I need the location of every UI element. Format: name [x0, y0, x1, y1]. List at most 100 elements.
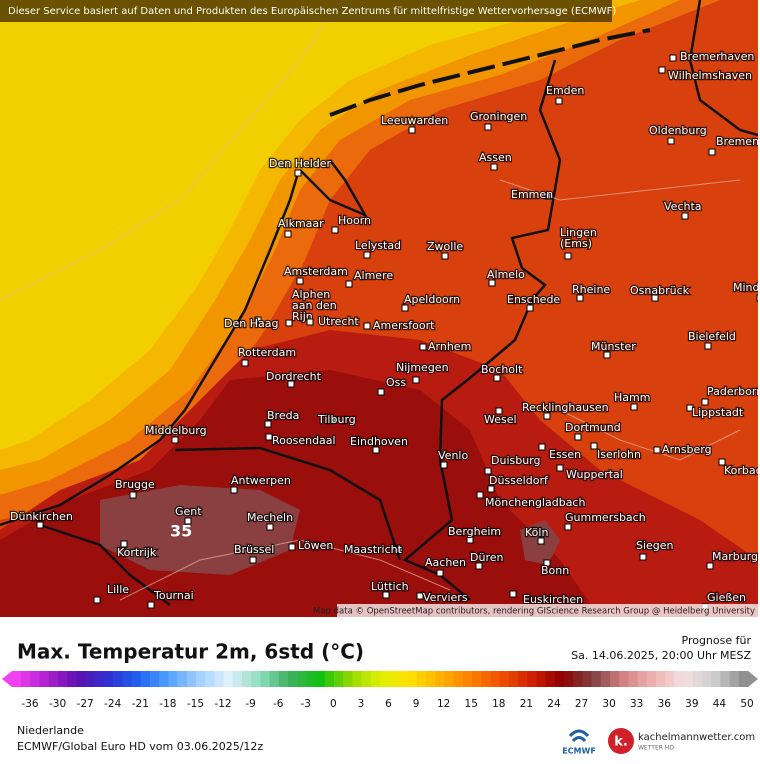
colorbar-cell	[692, 671, 703, 687]
colorbar-tick-label: -36	[21, 698, 38, 710]
city-label: Kortrijk	[117, 546, 157, 559]
colorbar-cell	[472, 671, 482, 687]
city-label: Dordrecht	[266, 370, 322, 383]
colorbar-tick-label: 15	[465, 698, 478, 710]
city-label: Amersfoort	[373, 319, 435, 332]
colorbar-tick-label: -30	[49, 698, 66, 710]
city-marker	[704, 342, 712, 350]
colorbar-tick-label: 33	[630, 698, 643, 710]
colorbar-cell	[104, 671, 114, 687]
colorbar-tick-label: 21	[520, 698, 533, 710]
city-label: Bielefeld	[688, 330, 736, 343]
colorbar-cell	[453, 671, 464, 687]
colorbar-tick-label: 27	[575, 698, 588, 710]
colorbar-cell	[536, 671, 547, 687]
city-marker	[249, 556, 257, 564]
city-marker	[241, 359, 249, 367]
city-marker	[556, 464, 564, 472]
city-label: Löwen	[298, 539, 333, 552]
colorbar-tick-label: 24	[547, 698, 561, 710]
city-marker	[284, 230, 292, 238]
colorbar-cell	[140, 671, 151, 687]
city-label: Rheine	[572, 283, 610, 296]
colorbar-tick-label: -3	[301, 698, 311, 710]
brand-sub: WETTER HD	[638, 745, 674, 752]
colorbar-tick-label: -18	[159, 698, 176, 710]
city-marker	[363, 322, 371, 330]
colorbar-cell	[628, 671, 639, 687]
city-label: Nijmegen	[396, 361, 449, 374]
colorbar-cell	[518, 671, 528, 687]
brand-logo[interactable]: k. kachelmannwetter.com WETTER HD	[608, 728, 755, 754]
city-label: Dünkirchen	[10, 510, 73, 523]
city-label: Gent	[175, 505, 202, 518]
city-marker	[686, 404, 694, 412]
city-label: Euskirchen	[523, 593, 583, 606]
city-label: Bergheim	[448, 525, 501, 538]
city-marker	[266, 523, 274, 531]
city-marker	[538, 443, 546, 451]
colorbar-cell	[159, 671, 169, 687]
colorbar-cell	[343, 671, 353, 687]
colorbar-cell	[150, 671, 160, 687]
city-marker	[171, 436, 179, 444]
colorbar-cell	[315, 671, 326, 687]
colorbar-cell	[205, 671, 215, 687]
city-label: Maastricht	[344, 543, 403, 556]
city-marker	[543, 559, 551, 567]
city-label: Köln	[525, 526, 548, 539]
city-marker	[287, 380, 295, 388]
city-marker	[395, 546, 403, 554]
colorbar-cell	[711, 671, 721, 687]
city-label: Utrecht	[318, 315, 359, 328]
city-marker	[639, 553, 647, 561]
city-label: Paderborn	[707, 385, 760, 398]
colorbar-cell	[738, 671, 749, 687]
colorbar-cell	[168, 671, 179, 687]
colorbar-cell	[591, 671, 602, 687]
colorbar-tick-label: 3	[358, 698, 365, 710]
colorbar-cell	[380, 671, 390, 687]
city-marker	[296, 277, 304, 285]
city-marker	[377, 388, 385, 396]
city-label: Düsseldorf	[489, 474, 549, 487]
colorbar-cell	[361, 671, 372, 687]
forecast-time: Sa. 14.06.2025, 20:00 Uhr MESZ	[571, 649, 751, 662]
city-label: Münster	[591, 340, 636, 353]
colorbar-cell	[186, 671, 197, 687]
city-marker	[667, 137, 675, 145]
city-marker	[285, 319, 293, 327]
city-marker	[651, 294, 659, 302]
city-marker	[475, 562, 483, 570]
city-label: Zwolle	[427, 240, 463, 253]
colorbar-cell	[48, 671, 59, 687]
city-marker	[147, 601, 155, 609]
colorbar-cell	[674, 671, 685, 687]
city-label: Lille	[107, 583, 129, 596]
city-marker	[265, 433, 273, 441]
city-marker	[484, 467, 492, 475]
city-marker	[372, 446, 380, 454]
colorbar-cell	[619, 671, 629, 687]
city-label: Lelystad	[355, 239, 401, 252]
city-label: Oss	[386, 376, 406, 389]
ecmwf-text: ECMWF	[562, 747, 596, 756]
city-label: Apeldoorn	[404, 293, 460, 306]
colorbar-cell	[481, 671, 491, 687]
city-marker	[495, 407, 503, 415]
city-marker	[590, 442, 598, 450]
banner-bg	[0, 0, 612, 22]
region: Niederlande	[17, 724, 84, 737]
city-marker	[294, 169, 302, 177]
city-label: Aachen	[425, 556, 466, 569]
city-label: Gummersbach	[565, 511, 646, 524]
city-marker	[718, 458, 726, 466]
city-marker	[488, 279, 496, 287]
city-label: Groningen	[470, 110, 527, 123]
city-marker	[441, 252, 449, 260]
city-label: Emden	[546, 84, 584, 97]
map: Bremerhaven Wilhelmshaven Emden Leeuwarden G…	[0, 0, 760, 617]
colorbar-tick-label: -9	[245, 698, 255, 710]
city-label: Almelo	[487, 268, 525, 281]
forecast-label: Prognose für	[682, 634, 752, 647]
